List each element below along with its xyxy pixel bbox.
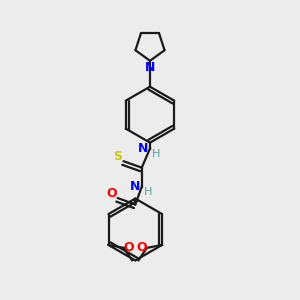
Text: O: O [124,241,134,254]
Text: H: H [144,187,152,197]
Text: S: S [113,150,122,163]
Text: N: N [145,61,155,74]
Text: N: N [130,180,140,193]
Text: O: O [136,241,147,254]
Text: O: O [106,187,117,200]
Text: N: N [138,142,149,155]
Text: H: H [152,149,161,159]
